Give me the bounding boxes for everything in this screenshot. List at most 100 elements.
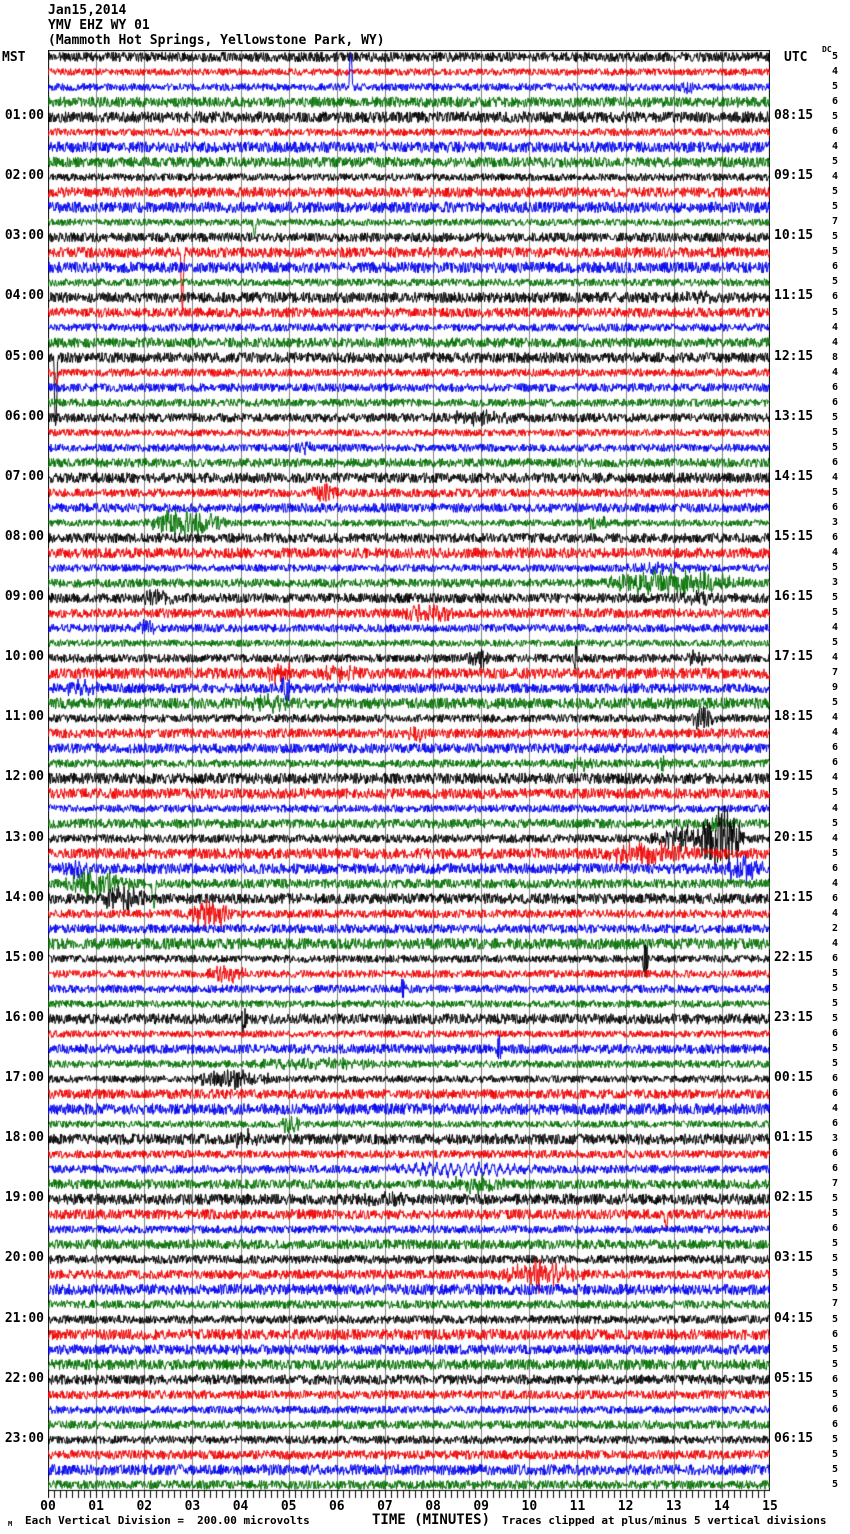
mst-time-label: 23:00	[4, 1430, 44, 1446]
utc-time-label: 11:15	[774, 288, 814, 304]
dc-value: 5	[832, 1268, 839, 1280]
dc-value: 6	[832, 1403, 839, 1415]
dc-value: 4	[832, 712, 839, 724]
dc-value: 5	[832, 111, 839, 123]
dc-value: 5	[832, 1478, 839, 1490]
corner-mark: M	[8, 1520, 13, 1528]
dc-value: 4	[832, 802, 839, 814]
mst-time-label: 02:00	[4, 168, 44, 184]
dc-value: 6	[832, 892, 839, 904]
dc-value: 6	[832, 1418, 839, 1430]
dc-value: 5	[832, 1313, 839, 1325]
dc-value: 4	[832, 1103, 839, 1115]
clip-note: Traces clipped at plus/minus 5 vertical …	[502, 1514, 827, 1527]
dc-value: 4	[832, 171, 839, 183]
utc-time-label: 20:15	[774, 829, 814, 845]
dc-value: 5	[832, 1238, 839, 1250]
dc-value: 6	[832, 1163, 839, 1175]
dc-value: 6	[832, 1148, 839, 1160]
dc-value: 3	[832, 577, 839, 589]
dc-value: 6	[832, 1073, 839, 1085]
mst-time-label: 03:00	[4, 228, 44, 244]
utc-time-label: 17:15	[774, 649, 814, 665]
dc-value: 4	[832, 652, 839, 664]
right-axis-label: UTC	[784, 50, 808, 65]
dc-value: 5	[832, 607, 839, 619]
mst-time-label: 06:00	[4, 408, 44, 424]
mst-time-label: 12:00	[4, 769, 44, 785]
dc-value: 4	[832, 622, 839, 634]
utc-time-label: 15:15	[774, 528, 814, 544]
dc-value: 5	[832, 562, 839, 574]
dc-value: 6	[832, 261, 839, 273]
helicorder-canvas	[48, 50, 770, 1502]
dc-value: 5	[832, 306, 839, 318]
x-tick-label: 11	[569, 1499, 586, 1514]
mst-time-label: 18:00	[4, 1130, 44, 1146]
mst-time-label: 17:00	[4, 1070, 44, 1086]
x-tick-label: 13	[665, 1499, 682, 1514]
dc-value: 6	[832, 291, 839, 303]
dc-value: 6	[832, 952, 839, 964]
utc-time-label: 23:15	[774, 1009, 814, 1025]
dc-value: 4	[832, 907, 839, 919]
mst-time-label: 01:00	[4, 108, 44, 124]
dc-value: 6	[832, 757, 839, 769]
dc-value: 5	[832, 246, 839, 258]
utc-time-label: 12:15	[774, 348, 814, 364]
x-tick-label: 09	[473, 1499, 490, 1514]
title-location: (Mammoth Hot Springs, Yellowstone Park, …	[48, 33, 385, 48]
dc-value: 6	[832, 126, 839, 138]
dc-value: 5	[832, 592, 839, 604]
utc-time-label: 04:15	[774, 1310, 814, 1326]
x-tick-label: 01	[88, 1499, 104, 1514]
dc-value: 4	[832, 336, 839, 348]
title-date: Jan15,2014	[48, 3, 127, 18]
utc-time-label: 10:15	[774, 228, 814, 244]
dc-value: 4	[832, 546, 839, 558]
dc-value: 3	[832, 1133, 839, 1145]
dc-value: 5	[832, 81, 839, 93]
x-tick-label: 06	[328, 1499, 345, 1514]
dc-value: 5	[832, 982, 839, 994]
utc-time-label: 06:15	[774, 1430, 814, 1446]
dc-value: 5	[832, 1433, 839, 1445]
dc-value: 5	[832, 411, 839, 423]
utc-time-label: 16:15	[774, 589, 814, 605]
dc-value: 7	[832, 667, 839, 679]
mst-time-label: 05:00	[4, 348, 44, 364]
dc-value: 6	[832, 501, 839, 513]
dc-value: 7	[832, 1178, 839, 1190]
dc-value: 4	[832, 471, 839, 483]
dc-value: 5	[832, 1463, 839, 1475]
dc-value: 3	[832, 516, 839, 528]
dc-value: 4	[832, 937, 839, 949]
dc-value: 6	[832, 531, 839, 543]
utc-time-label: 01:15	[774, 1130, 814, 1146]
dc-value: 5	[832, 1208, 839, 1220]
dc-value: 2	[832, 922, 839, 934]
dc-value: 8	[832, 351, 839, 363]
x-tick-label: 15	[762, 1499, 778, 1514]
utc-time-label: 18:15	[774, 709, 814, 725]
x-tick-label: 05	[280, 1499, 297, 1514]
dc-value: 4	[832, 772, 839, 784]
dc-value: 6	[832, 1373, 839, 1385]
utc-time-label: 21:15	[774, 889, 814, 905]
utc-time-label: 05:15	[774, 1370, 814, 1386]
dc-value: 7	[832, 216, 839, 228]
mst-time-label: 16:00	[4, 1009, 44, 1025]
x-tick-label: 04	[232, 1499, 249, 1514]
mst-time-label: 19:00	[4, 1190, 44, 1206]
mst-time-label: 14:00	[4, 889, 44, 905]
dc-value: 5	[832, 1058, 839, 1069]
mst-time-label: 10:00	[4, 649, 44, 665]
dc-value: 5	[832, 1388, 839, 1400]
dc-value: 4	[832, 141, 839, 153]
dc-value: 6	[832, 456, 839, 468]
dc-value: 5	[832, 697, 839, 709]
header-block: Jan15,2014 YMV EHZ WY 01 (Mammoth Hot Sp…	[48, 3, 385, 48]
dc-value: 4	[832, 832, 839, 844]
dc-value: 5	[832, 787, 839, 799]
